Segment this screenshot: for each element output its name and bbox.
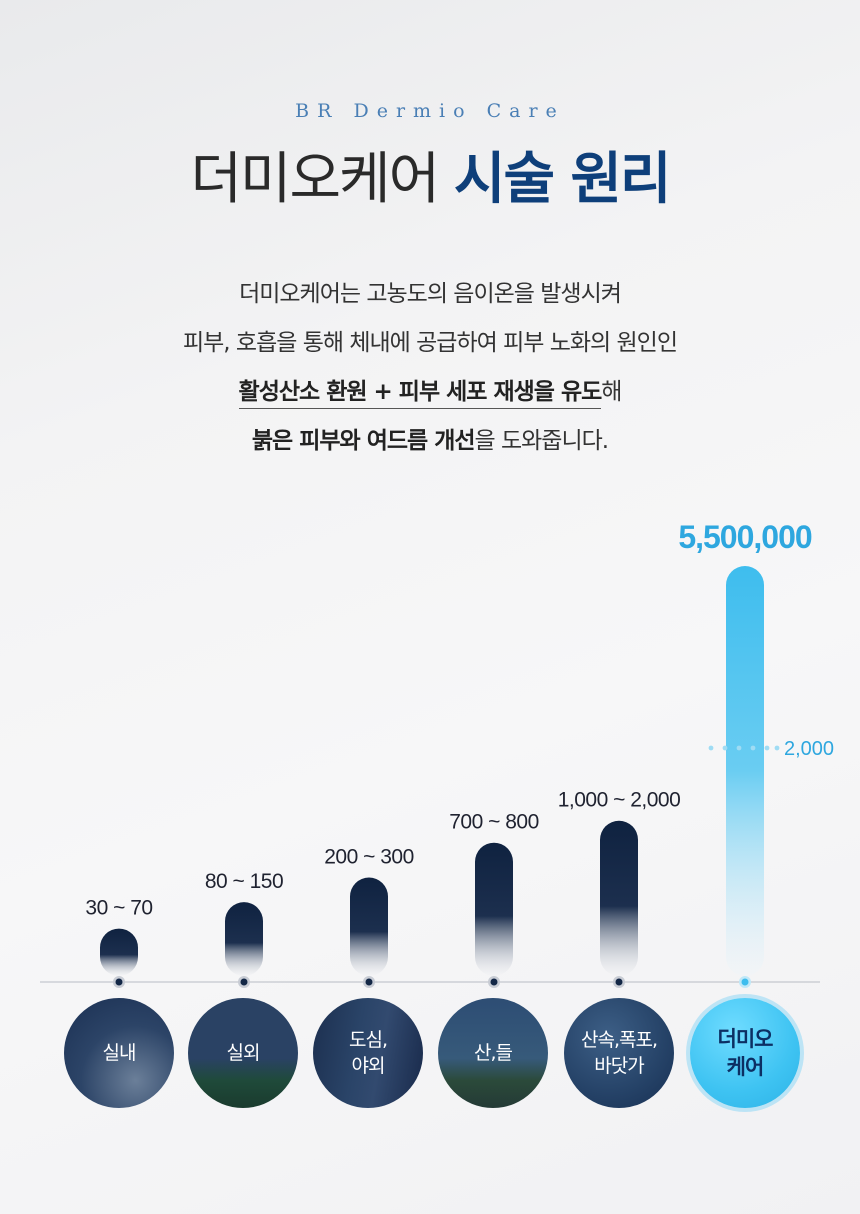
category-circle-mountain: 산,들 <box>438 998 548 1108</box>
bar-dot-3 <box>490 978 498 986</box>
value-label-2: 200 ~ 300 <box>324 846 414 869</box>
category-label: 도심, <box>349 1029 388 1051</box>
description-line3: 활성산소 환원 + 피부 세포 재생을 유도해 <box>0 368 860 417</box>
description-line2: 피부, 호흡을 통해 체내에 공급하여 피부 노화의 원인인 <box>182 330 678 356</box>
reference-dot-2 <box>736 745 742 751</box>
page-title: 더미오케어 시술 원리 <box>0 140 860 220</box>
category-label: 더미오 <box>717 1027 774 1051</box>
category-label-line2: 야외 <box>351 1055 386 1077</box>
value-label-1: 80 ~ 150 <box>205 870 283 893</box>
description-line4-bold: 붉은 피부와 여드름 개선 <box>251 428 476 454</box>
reference-dot-5 <box>774 745 780 751</box>
bar-5 <box>726 566 764 976</box>
category-circle-indoor: 실내 <box>64 998 174 1108</box>
description-line3-bold: 활성산소 환원 + 피부 세포 재생을 유도 <box>238 379 602 409</box>
bar-dot-4 <box>615 978 623 986</box>
value-label-0: 30 ~ 70 <box>85 897 152 920</box>
bar-dot-1 <box>240 978 248 986</box>
description-line1: 더미오케어는 고농도의 음이온을 발생시켜 <box>239 281 622 307</box>
reference-label: 2,000 <box>784 738 834 760</box>
value-label-5: 5,500,000 <box>678 519 812 555</box>
category-label-line2: 케어 <box>726 1055 765 1079</box>
description-line4: 붉은 피부와 여드름 개선을 도와줍니다. <box>0 417 860 466</box>
bar-0 <box>100 928 138 976</box>
bar-dot-2 <box>365 978 373 986</box>
category-circle-outdoor: 실외 <box>188 998 298 1108</box>
bar-2 <box>350 877 388 976</box>
category-label: 산,들 <box>474 1042 513 1064</box>
category-label: 산속,폭포, <box>581 1029 658 1051</box>
description: 더미오케어는 고농도의 음이온을 발생시켜 피부, 호흡을 통해 체내에 공급하… <box>0 270 860 466</box>
category-label: 실외 <box>226 1042 261 1064</box>
category-label: 실내 <box>102 1042 137 1064</box>
ion-comparison-chart: 30 ~ 70 80 ~ 150 200 ~ 300 700 ~ 800 1,000 ~… <box>40 519 834 988</box>
reference-dot-3 <box>750 745 756 751</box>
description-line4-end: 을 도와줍니다. <box>474 428 610 454</box>
reference-dot-1 <box>722 745 728 751</box>
bar-dot-5 <box>741 978 749 986</box>
category-label-line2: 바닷가 <box>594 1055 644 1077</box>
bar-4 <box>600 820 638 976</box>
description-line3-end: 해 <box>601 379 622 405</box>
category-circle-forest-waterfall: 산속,폭포, 바닷가 <box>564 998 674 1108</box>
brand-eyebrow: BR Dermio Care <box>295 100 565 122</box>
reference-dot-4 <box>764 745 770 751</box>
bar-3 <box>475 842 513 976</box>
title-part2: 시술 원리 <box>453 147 672 212</box>
value-label-4: 1,000 ~ 2,000 <box>558 789 681 812</box>
category-circle-city: 도심, 야외 <box>313 998 423 1108</box>
bar-dot-0 <box>115 978 123 986</box>
bar-1 <box>225 902 263 976</box>
reference-dot-0 <box>708 745 714 751</box>
value-label-3: 700 ~ 800 <box>449 811 539 834</box>
title-part1: 더미오케어 <box>190 147 441 212</box>
